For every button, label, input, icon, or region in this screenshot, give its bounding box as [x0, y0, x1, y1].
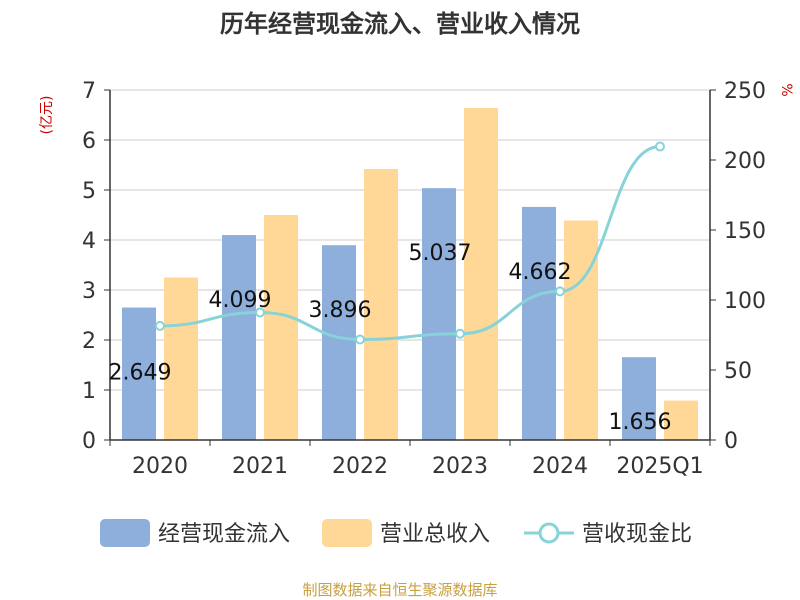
legend-item-revenue-cash-ratio: 营收现金比: [524, 522, 692, 547]
data-label-operating-cash-inflow: 3.896: [309, 298, 372, 323]
line-point-revenue-cash-ratio: [555, 286, 565, 297]
right-axis-tick-label: 200: [724, 149, 766, 174]
legend-marker: [538, 522, 560, 544]
right-axis-tick-label: 100: [724, 289, 766, 314]
line-point-revenue-cash-ratio: [355, 334, 365, 345]
left-axis-tick-label: 1: [82, 379, 96, 404]
legend-label: 经营现金流入: [158, 522, 290, 547]
line-point-revenue-cash-ratio: [255, 307, 265, 318]
left-axis-tick-label: 5: [82, 179, 96, 204]
right-axis-tick-label: 0: [724, 429, 738, 454]
right-axis-tick-label: 250: [724, 79, 766, 104]
bar-operating-cash-inflow: [622, 357, 656, 440]
bar-total-revenue: [464, 108, 498, 440]
grid-lines: [110, 89, 710, 391]
data-label-operating-cash-inflow: 1.656: [609, 410, 672, 435]
bar-operating-cash-inflow: [522, 206, 556, 440]
line-point-revenue-cash-ratio: [155, 320, 165, 331]
right-axis-unit-label: %: [778, 83, 794, 96]
data-label-operating-cash-inflow: 5.037: [409, 241, 472, 266]
x-axis-tick-label: 2022: [332, 454, 388, 479]
legend-item-total-revenue: 营业总收入: [322, 519, 490, 547]
x-axis-tick-label: 2020: [132, 454, 188, 479]
bar-total-revenue: [364, 169, 398, 440]
bar-total-revenue: [164, 277, 198, 440]
x-axis-tick-label: 2023: [432, 454, 488, 479]
bar-total-revenue: [264, 215, 298, 440]
legend-swatch: [100, 519, 150, 547]
bar-operating-cash-inflow: [222, 235, 256, 440]
line-point-revenue-cash-ratio: [655, 141, 665, 152]
bar-operating-cash-inflow: [122, 307, 156, 440]
left-axis-tick-label: 2: [82, 329, 96, 354]
data-label-operating-cash-inflow: 4.662: [509, 260, 572, 285]
left-axis-tick-label: 4: [82, 229, 96, 254]
source-text: 制图数据来自恒生聚源数据库: [302, 581, 497, 599]
legend: 经营现金流入 营业总收入 营收现金比: [100, 519, 692, 547]
chart-title: 历年经营现金流入、营业收入情况: [220, 10, 580, 38]
left-axis-tick-label: 6: [82, 129, 96, 154]
right-axis-tick-label: 150: [724, 219, 766, 244]
line-layer: [155, 141, 665, 345]
data-labels-layer: 2.649 4.099 3.896 5.037 4.662 1.656: [109, 241, 672, 435]
line-point-revenue-cash-ratio: [455, 328, 465, 339]
bar-total-revenue: [664, 400, 698, 440]
axes-layer: 0 1 2 3 4 5 6 7 0 50 100 150 200 250 2020 2021 2022 2023 2…: [82, 79, 766, 479]
legend-label: 营业总收入: [380, 522, 490, 547]
left-axis-tick-label: 0: [82, 429, 96, 454]
legend-swatch: [322, 519, 372, 547]
left-axis-tick-label: 7: [82, 79, 96, 104]
left-axis-unit-label: (亿元): [39, 96, 55, 135]
bar-total-revenue: [564, 220, 598, 440]
x-axis-tick-label: 2025Q1: [616, 454, 703, 479]
legend-label: 营收现金比: [582, 522, 692, 547]
bars-layer: [122, 108, 698, 440]
x-axis-tick-label: 2024: [532, 454, 588, 479]
bar-operating-cash-inflow: [422, 188, 456, 440]
left-axis-tick-label: 3: [82, 279, 96, 304]
x-axis-tick-label: 2021: [232, 454, 288, 479]
data-label-operating-cash-inflow: 2.649: [109, 361, 172, 386]
legend-item-operating-cash-inflow: 经营现金流入: [100, 519, 290, 547]
data-label-operating-cash-inflow: 4.099: [209, 288, 272, 313]
right-axis-tick-label: 50: [724, 359, 752, 384]
bar-operating-cash-inflow: [322, 245, 356, 440]
